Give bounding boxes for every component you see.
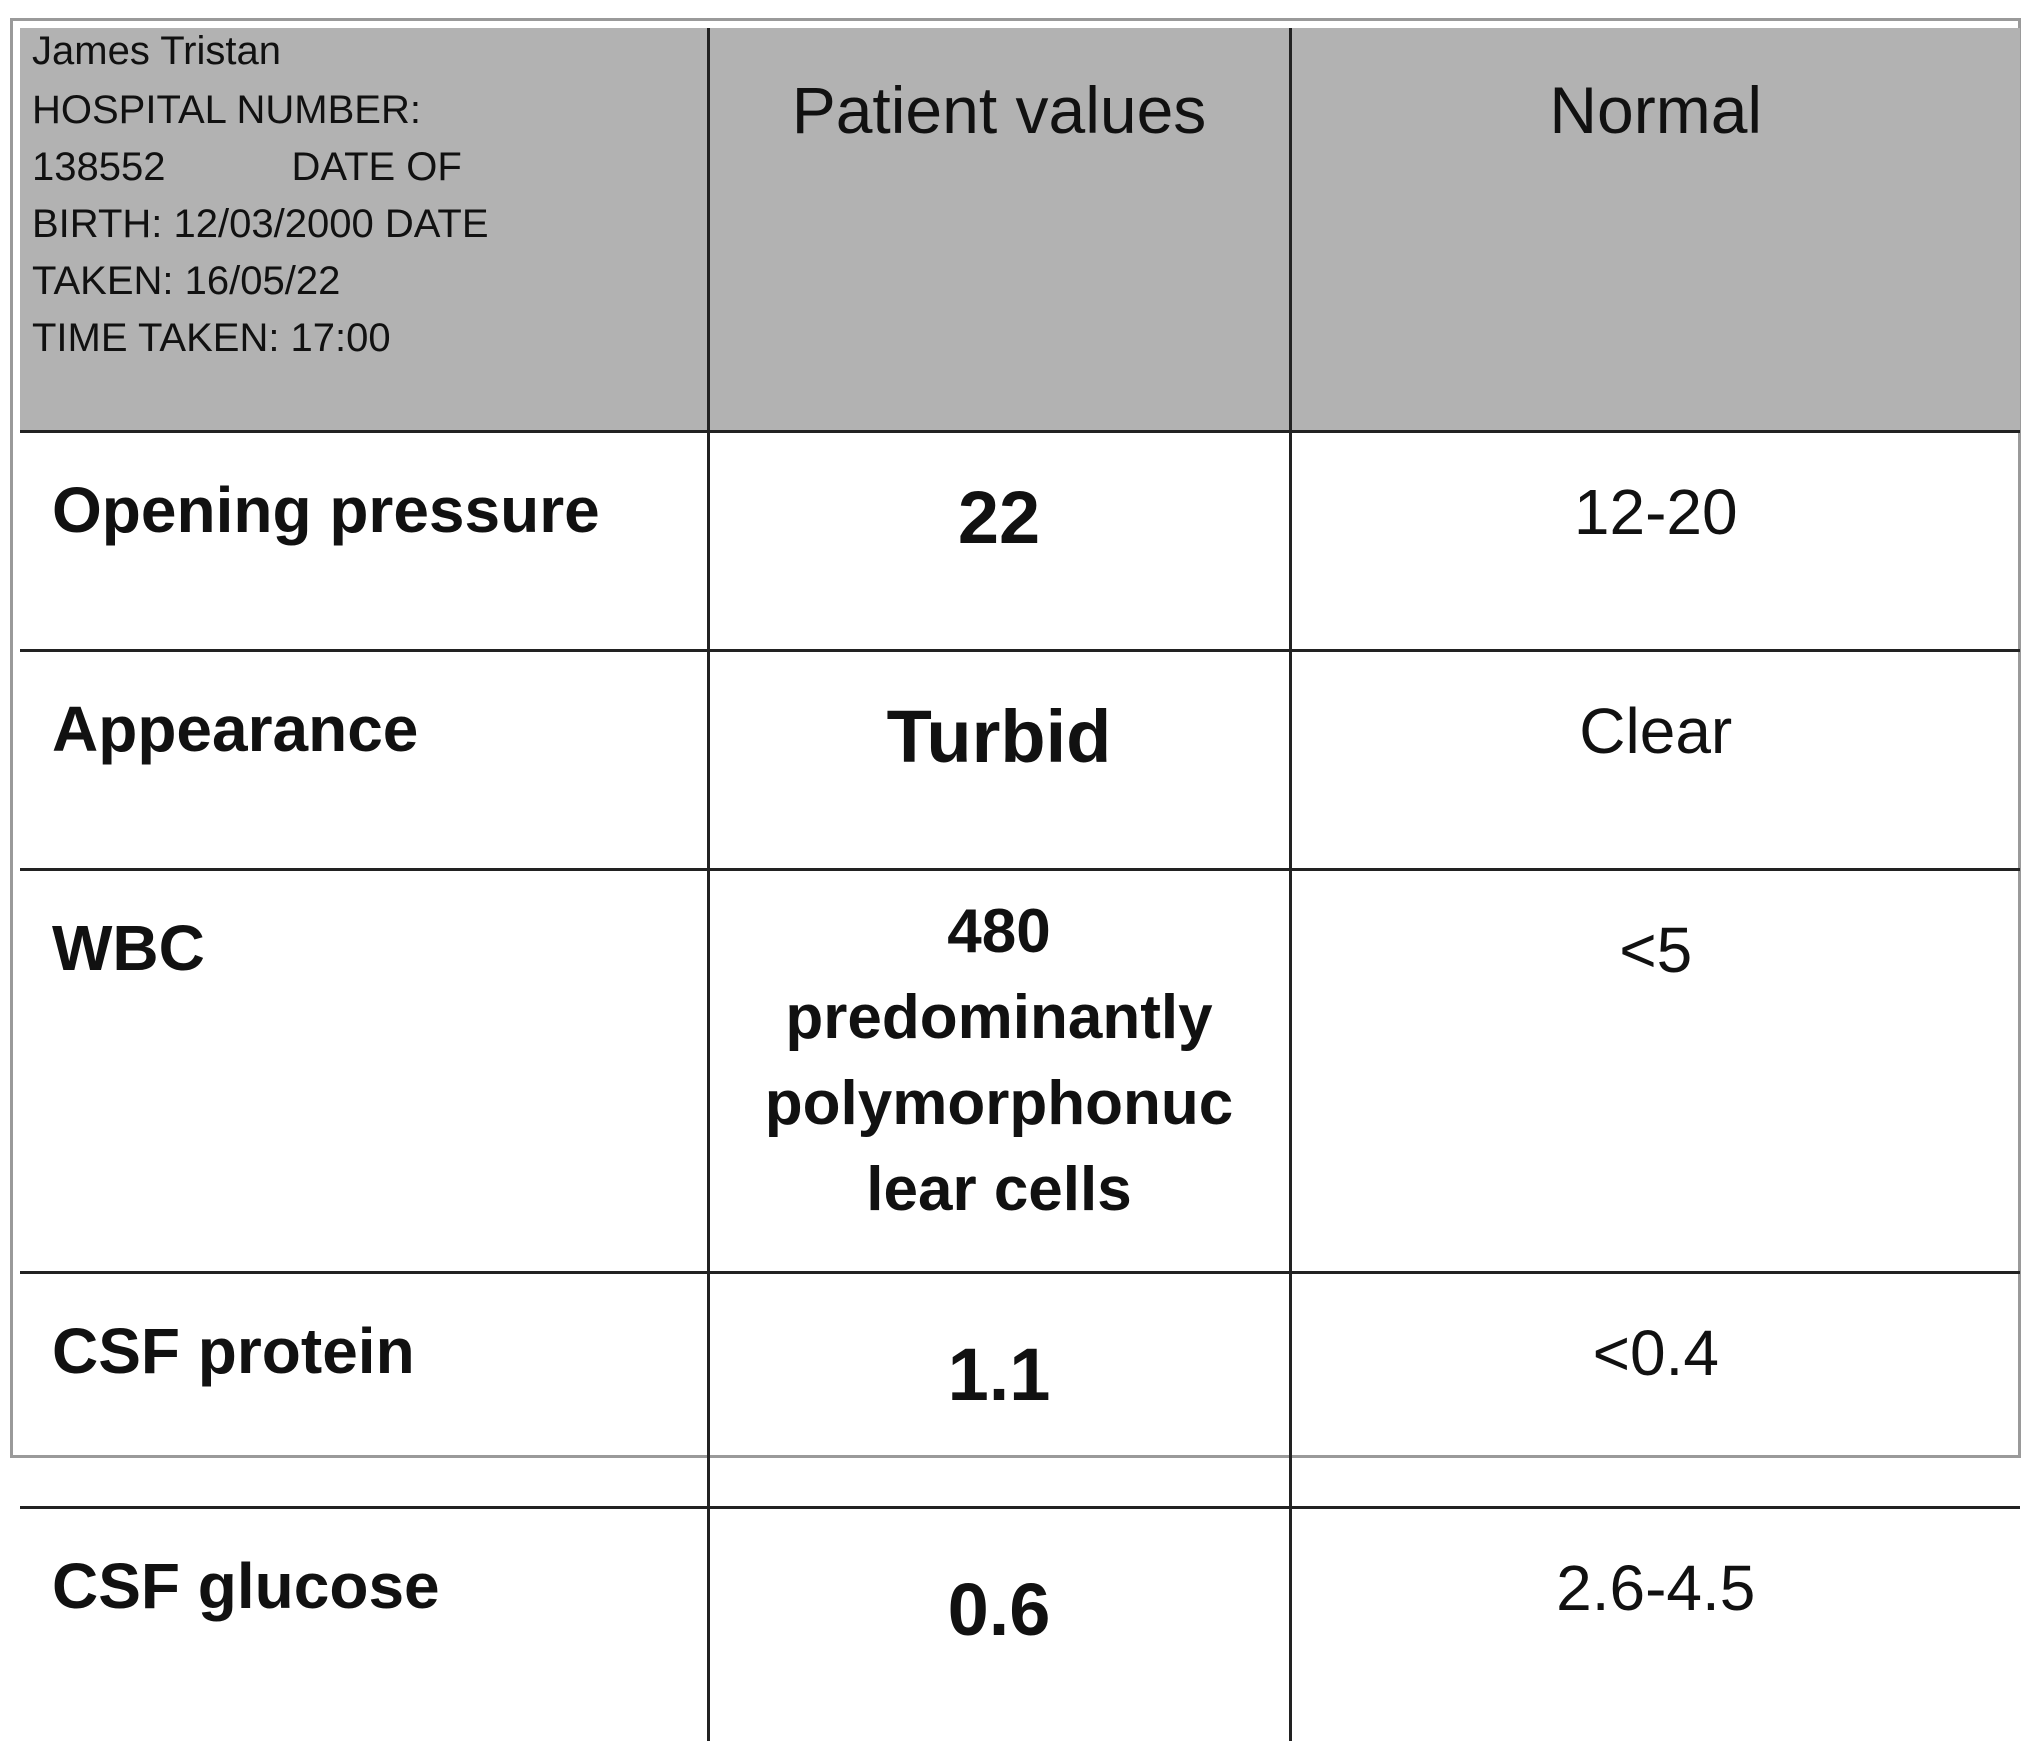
normal-value: 12-20 bbox=[1290, 432, 2020, 651]
csf-results-table: James Tristan HOSPITAL NUMBER: 138552 DAT… bbox=[20, 28, 2020, 1741]
normal-value: Clear bbox=[1290, 651, 2020, 870]
date-taken: TAKEN: 16/05/22 bbox=[32, 253, 707, 310]
table-row: CSF glucose 0.6 2.6-4.5 bbox=[20, 1508, 2020, 1741]
patient-value: 0.6 bbox=[708, 1508, 1290, 1741]
dob-label-start: DATE OF bbox=[291, 145, 461, 189]
table-row: Appearance Turbid Clear bbox=[20, 651, 2020, 870]
normal-value: <5 bbox=[1290, 870, 2020, 1273]
table-row: Opening pressure 22 12-20 bbox=[20, 432, 2020, 651]
parameter-label: CSF protein bbox=[20, 1273, 708, 1508]
table-row: WBC 480 predominantly polymorphonuc lear… bbox=[20, 870, 2020, 1273]
patient-info-cell: James Tristan HOSPITAL NUMBER: 138552 DAT… bbox=[20, 28, 708, 432]
table-row: CSF protein 1.1 <0.4 bbox=[20, 1273, 2020, 1508]
patient-name: James Tristan bbox=[32, 30, 707, 72]
parameter-label: Appearance bbox=[20, 651, 708, 870]
normal-value: <0.4 bbox=[1290, 1273, 2020, 1508]
table-header-row: James Tristan HOSPITAL NUMBER: 138552 DAT… bbox=[20, 28, 2020, 432]
time-taken: TIME TAKEN: 17:00 bbox=[32, 310, 707, 367]
wbc-line: 480 bbox=[730, 889, 1269, 975]
date-of-birth: BIRTH: 12/03/2000 DATE bbox=[32, 196, 707, 253]
parameter-label: WBC bbox=[20, 870, 708, 1273]
parameter-label: Opening pressure bbox=[20, 432, 708, 651]
normal-header: Normal bbox=[1290, 28, 2020, 432]
patient-value: 1.1 bbox=[708, 1273, 1290, 1508]
normal-value: 2.6-4.5 bbox=[1290, 1508, 2020, 1741]
patient-value: 22 bbox=[708, 432, 1290, 651]
wbc-line: lear cells bbox=[730, 1147, 1269, 1233]
hospital-number-label: HOSPITAL NUMBER: bbox=[32, 82, 707, 139]
patient-values-header: Patient values bbox=[708, 28, 1290, 432]
parameter-label: CSF glucose bbox=[20, 1508, 708, 1741]
wbc-line: polymorphonuc bbox=[730, 1061, 1269, 1147]
wbc-line: predominantly bbox=[730, 975, 1269, 1061]
patient-value: 480 predominantly polymorphonuc lear cel… bbox=[708, 870, 1290, 1273]
patient-value: Turbid bbox=[708, 651, 1290, 870]
hospital-number: 138552 bbox=[32, 145, 165, 189]
